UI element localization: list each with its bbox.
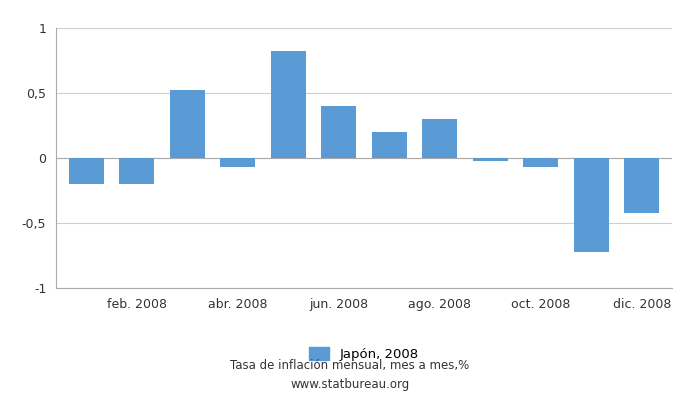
Bar bbox=[573, 158, 609, 252]
Text: Tasa de inflación mensual, mes a mes,%: Tasa de inflación mensual, mes a mes,% bbox=[230, 360, 470, 372]
Bar bbox=[271, 51, 306, 158]
Bar bbox=[422, 119, 457, 158]
Bar bbox=[321, 106, 356, 158]
Bar bbox=[69, 158, 104, 184]
Bar bbox=[119, 158, 155, 184]
Legend: Japón, 2008: Japón, 2008 bbox=[304, 341, 424, 366]
Bar bbox=[624, 158, 659, 213]
Bar bbox=[473, 158, 508, 160]
Bar bbox=[372, 132, 407, 158]
Bar bbox=[220, 158, 256, 167]
Text: www.statbureau.org: www.statbureau.org bbox=[290, 378, 410, 391]
Bar bbox=[523, 158, 559, 167]
Bar bbox=[169, 90, 205, 158]
